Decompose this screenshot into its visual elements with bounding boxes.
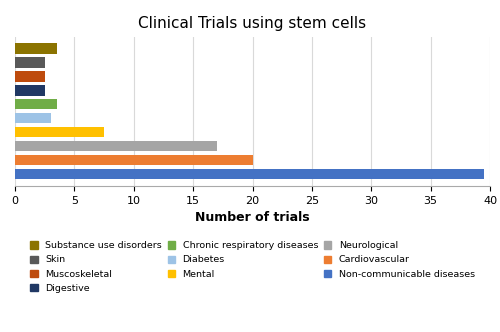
Bar	[15, 85, 44, 96]
Bar	[15, 71, 44, 82]
Bar	[15, 141, 217, 151]
Title: Clinical Trials using stem cells: Clinical Trials using stem cells	[138, 16, 366, 31]
Bar	[15, 155, 252, 165]
Bar	[15, 57, 44, 68]
Bar	[15, 99, 56, 110]
Bar	[15, 43, 56, 54]
Bar	[15, 127, 104, 137]
Bar	[15, 113, 51, 124]
Legend: Substance use disorders, Skin, Muscoskeletal, Digestive, Chronic respiratory dis: Substance use disorders, Skin, Muscoskel…	[27, 238, 478, 296]
X-axis label: Number of trials: Number of trials	[195, 211, 310, 224]
Bar	[15, 169, 484, 179]
